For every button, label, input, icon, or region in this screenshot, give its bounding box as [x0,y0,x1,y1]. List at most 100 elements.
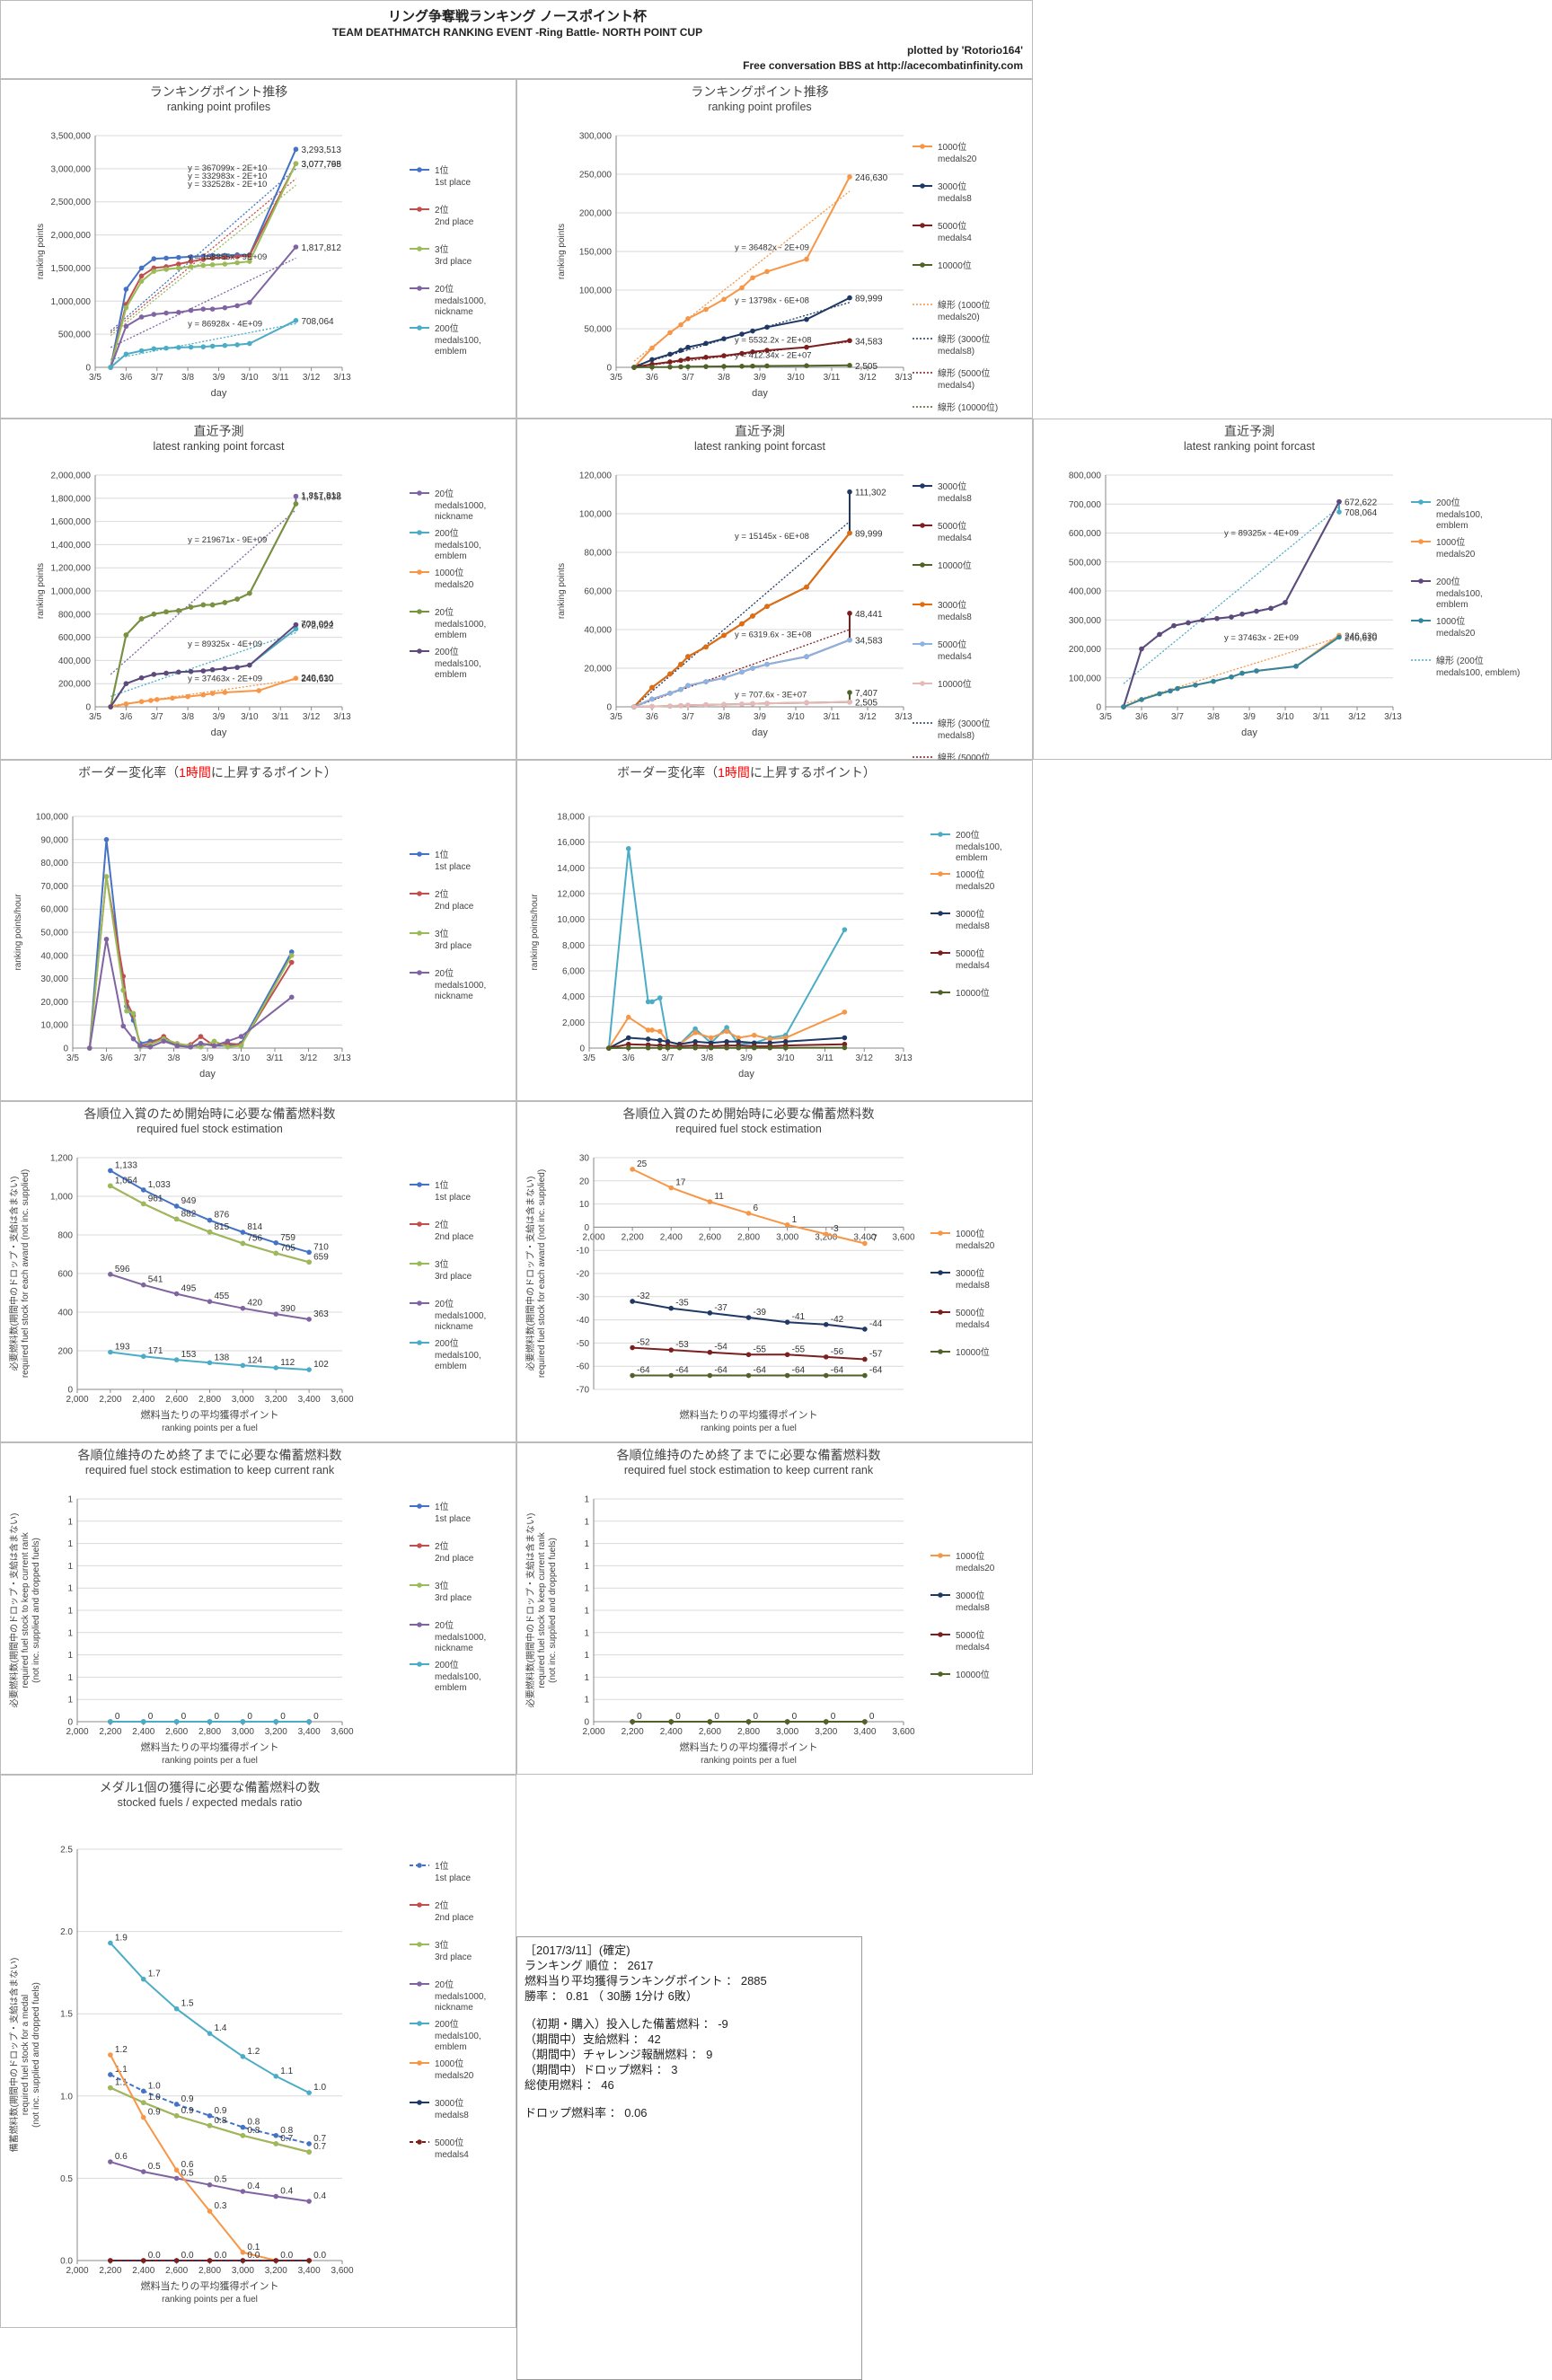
y-axis-title: ranking points [36,224,46,279]
y-tick-label: 1,600,000 [51,517,92,527]
data-label: -41 [792,1312,806,1322]
data-point [273,2194,278,2199]
data-point [677,1045,683,1051]
data-point [767,1045,772,1051]
data-point [1239,671,1245,676]
legend-marker [417,207,422,212]
data-point [750,701,755,707]
data-point [108,1168,113,1174]
y-tick-label: 1 [584,1673,589,1683]
legend-label: 5000位 [938,520,966,532]
end-value-label: 3,077,768 [301,160,341,170]
trendline [634,522,850,707]
x-tick-label: 3/5 [1099,712,1112,722]
data-label: 876 [215,1211,230,1221]
data-label: -32 [637,1291,650,1301]
legend-label-en: medals20 [1436,550,1476,560]
chart-title: 直近予測 [194,424,244,438]
chart-subtitle: latest ranking point forcast [1184,440,1315,453]
y-tick-label: 40,000 [40,951,68,961]
data-point [139,616,145,621]
legend-marker [417,1261,422,1266]
series-line [110,2055,309,2261]
x-tick-label: 3/7 [151,712,163,722]
chart-subtitle: required fuel stock estimation to keep c… [85,1464,335,1476]
legend-label-en: medals4 [956,961,990,971]
end-value-label: 708,064 [301,620,334,630]
data-point [174,1203,180,1209]
x-tick-label: 3/12 [300,1053,318,1063]
y-tick-label: 700,000 [1069,500,1102,510]
data-point [174,2102,180,2107]
data-point [207,1299,213,1304]
data-point [708,1350,713,1355]
data-point [824,1373,829,1379]
y-axis-title: 必要燃料数(期間中のドロップ・支給は含まない) [8,1513,20,1708]
data-point [764,701,770,706]
legend-marker [417,1622,422,1627]
x-tick-label: 2,800 [198,1727,221,1737]
data-point [746,1719,752,1724]
legend-trend-label-en: medals4) [938,381,974,391]
y-axis-title: ranking points/hour [530,894,540,971]
data-point [668,1186,674,1191]
legend-label-en: medals20 [956,882,995,892]
legend-marker [920,602,925,607]
x-tick-label: 3/8 [1207,712,1220,722]
data-point [210,306,216,312]
x-tick-label: 3/11 [824,712,841,722]
summary-line: 燃料当り平均獲得ランキングポイント ： 2885 [525,1973,854,1988]
y-tick-label: 10,000 [40,1021,68,1031]
data-point [709,1036,714,1041]
data-point [752,1045,757,1051]
x-tick-label: 3/10 [1276,712,1294,722]
data-point [630,1373,635,1379]
y-tick-label: 1 [584,1517,589,1527]
x-tick-label: 2,000 [66,1727,88,1737]
data-point [666,1045,671,1051]
data-point [657,1029,663,1035]
data-label: 0.6 [181,2160,194,2170]
legend-label-en: emblem [956,853,988,863]
y-tick-label: 1 [584,1651,589,1661]
end-value-label: 240,610 [1345,633,1378,643]
data-point [746,1211,752,1216]
data-point [703,679,709,684]
legend-label: 5000位 [956,948,984,959]
data-label: 659 [313,1252,329,1262]
y-tick-label: 150,000 [579,248,613,258]
y-tick-label: 200,000 [58,680,92,690]
x-axis-title: day [752,388,768,399]
data-point [847,338,852,343]
data-point [152,256,157,261]
data-point [139,266,145,271]
legend-label-en: 2nd place [435,902,474,912]
legend-label: 1000位 [435,567,463,578]
data-label: 0.5 [215,2175,227,2185]
x-tick-label: 3/10 [777,1053,795,1063]
data-label: 0.4 [280,2187,293,2197]
legend-marker [417,891,422,896]
legend-label-en: medals8 [938,194,972,204]
data-point [1171,623,1177,629]
legend-marker [417,1902,422,1908]
data-point [234,596,240,602]
legend-label: 1000位 [956,1228,984,1239]
data-point [176,670,181,675]
legend-label: 20位 [435,1979,454,1990]
data-point [174,2258,180,2263]
trendline-equation: y = 6319.6x - 3E+08 [735,630,812,640]
x-axis-title: 燃料当たりの平均獲得ポイント [141,1741,279,1753]
data-label: 1,033 [148,1180,171,1190]
data-point [724,1045,729,1051]
data-point [141,2115,146,2120]
x-axis-title: day [1241,727,1257,738]
data-point [207,1218,213,1223]
y-tick-label: -60 [577,1362,590,1372]
legend-label: 1位 [435,1860,449,1872]
legend-label-en: medals20 [435,2071,474,2081]
data-point [842,1045,848,1051]
legend-label: 200位 [435,646,459,657]
